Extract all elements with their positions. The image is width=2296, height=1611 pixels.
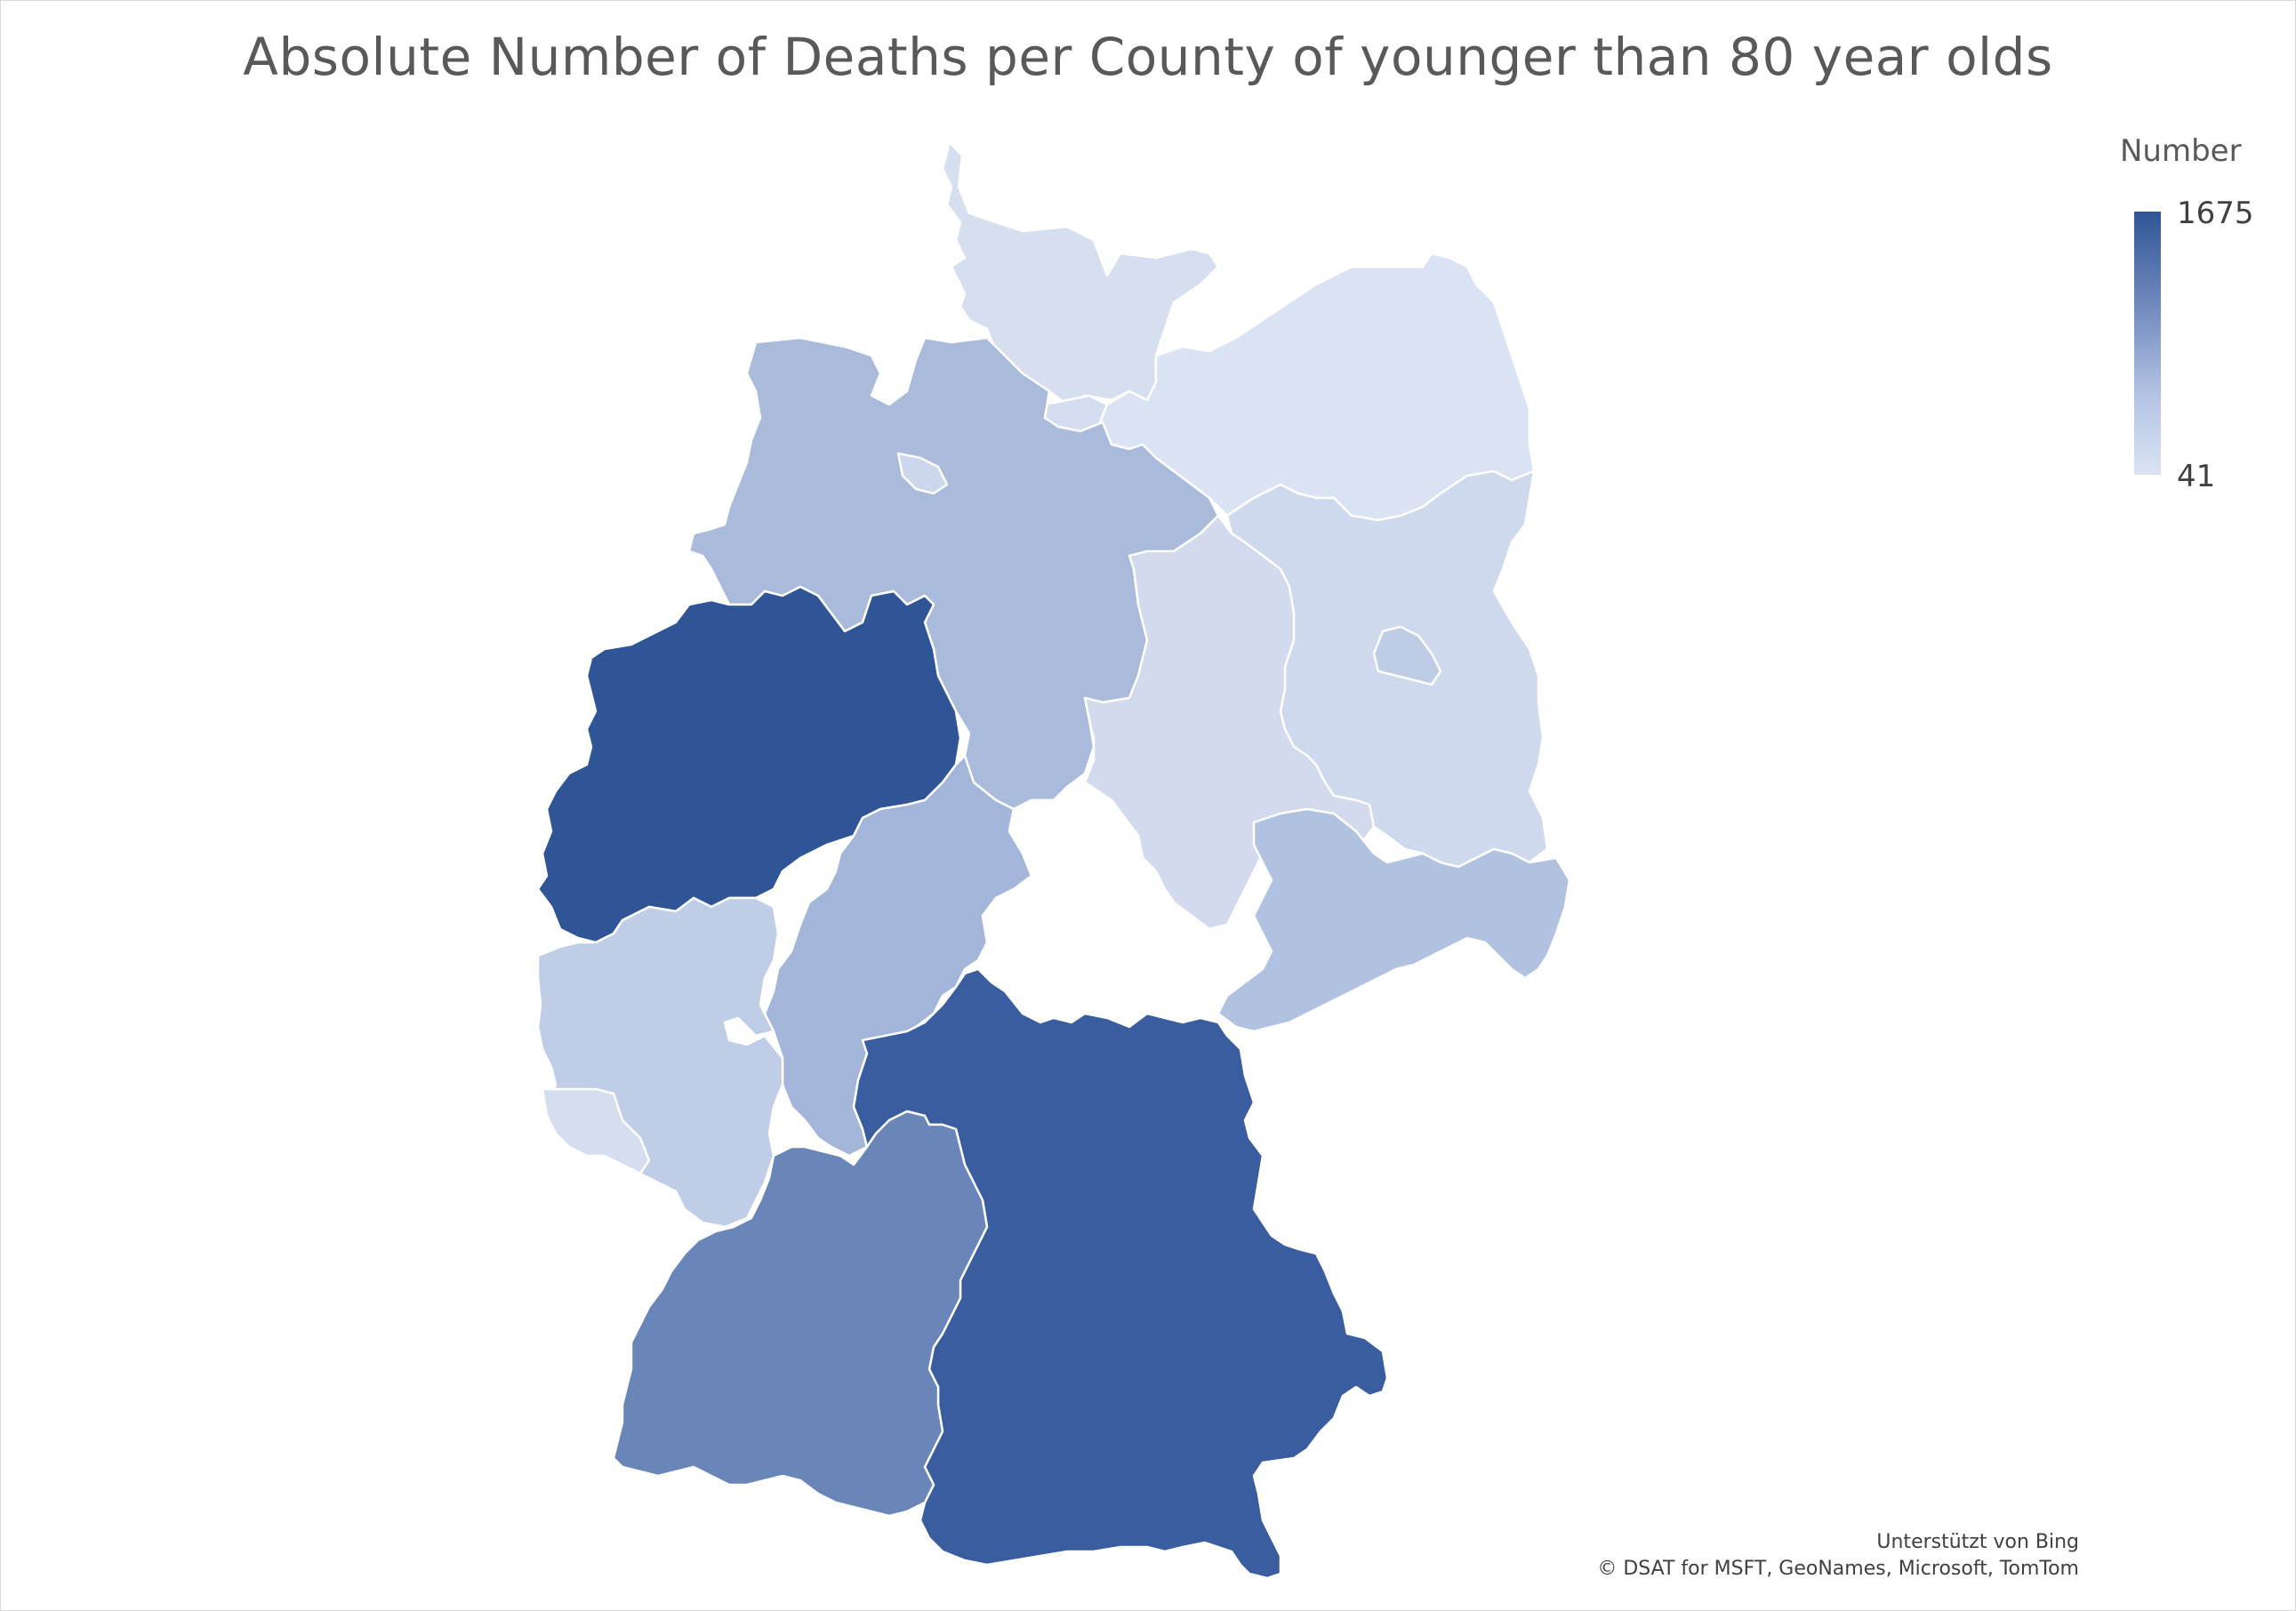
region-saarland[interactable] bbox=[541, 1087, 651, 1175]
region-bremen[interactable] bbox=[896, 452, 949, 495]
attribution-bing: Unterstützt von Bing bbox=[1876, 1531, 2079, 1553]
region-saxony[interactable] bbox=[1216, 807, 1571, 1033]
attribution-sources: © DSAT for MSFT, GeoNames, Microsoft, To… bbox=[1597, 1558, 2079, 1580]
region-rhineland-palatinate[interactable] bbox=[536, 896, 784, 1229]
region-baden-wuerttemberg[interactable] bbox=[612, 1110, 989, 1518]
region-north-rhine-westphalia[interactable] bbox=[536, 585, 962, 944]
region-berlin[interactable] bbox=[1372, 625, 1442, 686]
legend-max-label: 1675 bbox=[2177, 196, 2254, 231]
legend-color-bar bbox=[2134, 212, 2161, 475]
legend-title: Number bbox=[2120, 133, 2242, 169]
legend-min-label: 41 bbox=[2177, 459, 2216, 494]
map-title: Absolute Number of Deaths per County of … bbox=[243, 27, 2053, 87]
map-attribution: Unterstützt von Bing © DSAT for MSFT, Ge… bbox=[1597, 1529, 2079, 1583]
region-thuringia[interactable] bbox=[976, 781, 1264, 1024]
